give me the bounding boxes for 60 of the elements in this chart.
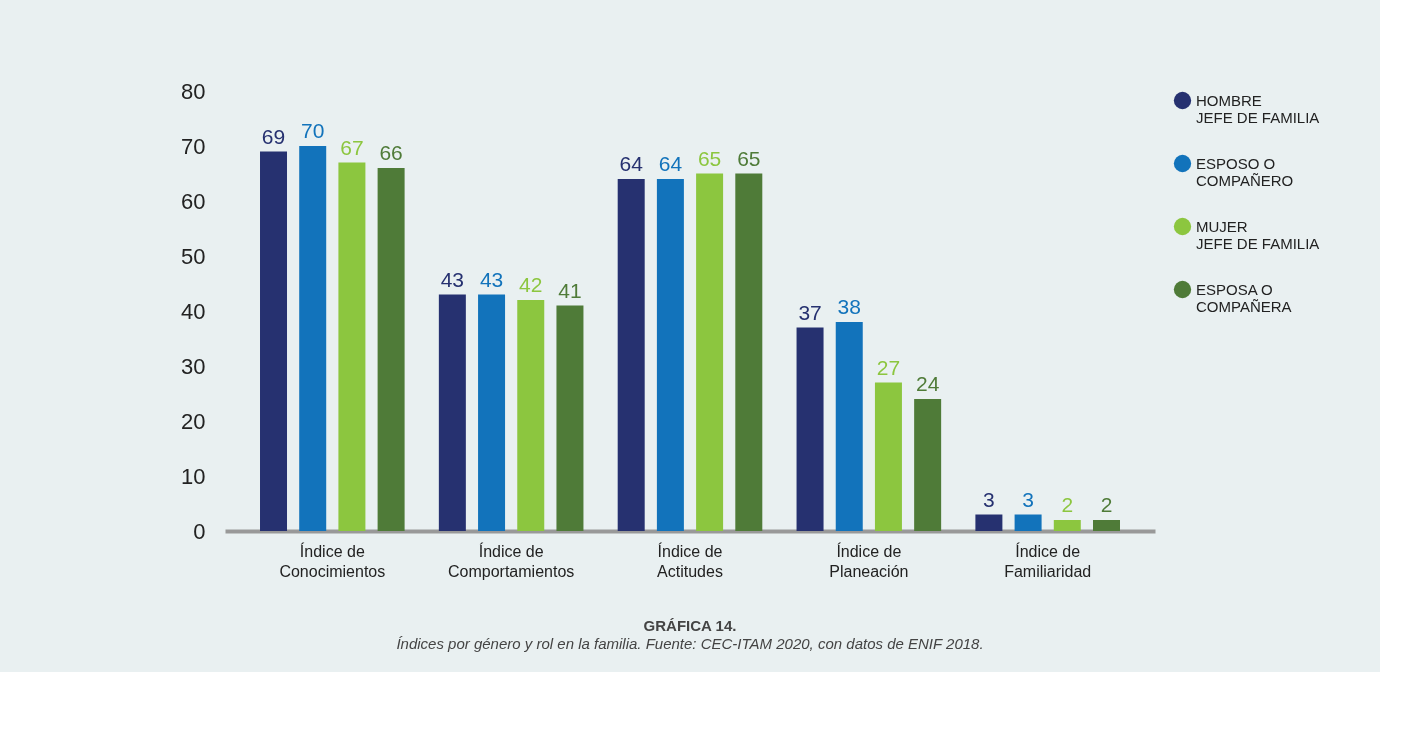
bar [696, 173, 724, 531]
bar [617, 179, 645, 531]
y-tick-label: 0 [193, 518, 206, 544]
y-tick-label: 70 [181, 133, 206, 159]
y-tick-label: 80 [181, 78, 206, 104]
data-label: 2 [1061, 493, 1074, 516]
bar [260, 151, 288, 531]
bar [975, 514, 1003, 531]
bar [914, 399, 942, 531]
y-tick-label: 50 [181, 243, 206, 269]
data-label: 66 [379, 141, 403, 164]
legend-label: ESPOSO O COMPAÑERO [1196, 154, 1294, 189]
y-tick-label: 20 [181, 408, 206, 434]
bar [735, 173, 763, 531]
text: Índices por género y rol en la familia. Fuente: CEC-ITAM 2020, con datos de ENIF 2018. [396, 635, 984, 652]
y-tick-label: 10 [181, 463, 206, 489]
bar [517, 300, 545, 531]
data-label: 37 [798, 300, 822, 324]
text: GRÁFICA 14. [643, 617, 737, 634]
data-label: 3 [983, 487, 995, 511]
y-tick-label: 30 [181, 353, 206, 379]
data-label: 43 [479, 267, 504, 291]
bar [1014, 514, 1042, 531]
bar [478, 294, 506, 531]
data-label: 43 [440, 267, 465, 291]
x-tick-label: Índice de Familiaridad [1004, 541, 1092, 580]
data-label: 27 [876, 355, 901, 379]
data-label: 38 [837, 295, 861, 318]
bar [1053, 520, 1081, 531]
bar [796, 327, 824, 531]
data-label: 67 [340, 135, 364, 159]
x-tick-label: Índice de Actitudes [657, 541, 723, 580]
bar [556, 305, 584, 531]
data-label: 24 [915, 372, 940, 395]
data-label: 65 [737, 146, 761, 170]
data-label: 3 [1022, 487, 1034, 511]
data-label: 65 [697, 146, 722, 170]
bar [874, 382, 902, 531]
data-label: 69 [261, 124, 286, 148]
data-label: 70 [301, 119, 325, 142]
bar [377, 168, 405, 531]
legend-label: HOMBRE JEFE DE FAMILIA [1196, 91, 1320, 126]
data-label: 64 [619, 152, 644, 175]
data-label: 2 [1100, 493, 1113, 516]
y-tick-label: 60 [181, 188, 206, 214]
bar [338, 162, 366, 531]
data-label: 42 [519, 273, 543, 296]
bar [656, 179, 684, 531]
data-label: 41 [558, 278, 582, 302]
bar [438, 294, 466, 531]
bar [1092, 520, 1120, 531]
y-tick-label: 40 [181, 298, 206, 324]
bar [835, 322, 863, 531]
legend-label: ESPOSA O COMPAÑERA [1196, 280, 1292, 315]
x-tick-label: Índice de Comportamientos [448, 541, 575, 580]
x-tick-label: Índice de Conocimientos [279, 541, 386, 580]
x-tick-label: Índice de Planeación [829, 541, 909, 580]
data-label: 64 [658, 152, 683, 175]
bar [299, 146, 327, 531]
legend-label: MUJER JEFE DE FAMILIA [1196, 217, 1320, 252]
